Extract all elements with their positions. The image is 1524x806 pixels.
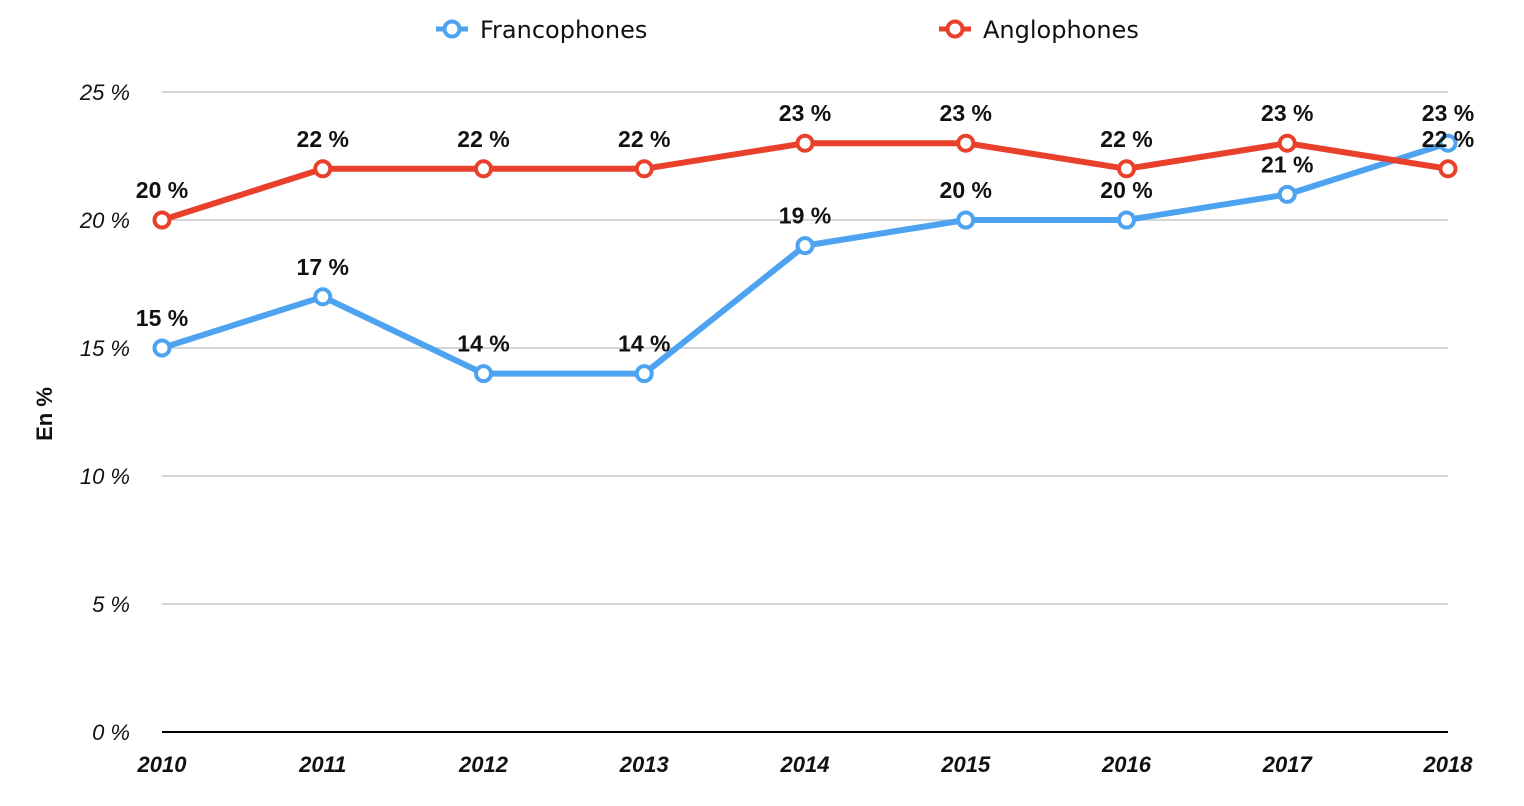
x-axis-ticks: 2010 2011 2012 2013 2014 2015 2016 2017 2018	[137, 752, 1474, 777]
y-tick-label: 25 %	[79, 80, 130, 105]
x-tick-label: 2017	[1262, 752, 1314, 777]
x-tick-label: 2010	[137, 752, 188, 777]
x-tick-label: 2012	[458, 752, 509, 777]
data-label: 14 %	[618, 331, 670, 357]
grid-lines	[162, 91, 1448, 733]
data-label: 22 %	[297, 126, 349, 152]
data-point	[634, 159, 654, 179]
y-axis-ticks: 0 % 5 % 10 % 15 % 20 % 25 %	[79, 80, 130, 745]
data-label: 15 %	[136, 305, 188, 331]
x-tick-label: 2011	[298, 752, 346, 777]
y-tick-label: 10 %	[80, 464, 130, 489]
series-anglophones	[152, 133, 1458, 230]
series-line	[159, 140, 1451, 377]
data-point	[634, 364, 654, 384]
data-point	[1117, 210, 1136, 230]
x-tick-label: 2018	[1423, 752, 1474, 777]
data-label: 19 %	[779, 203, 831, 229]
data-label: 14 %	[457, 331, 509, 357]
data-point	[474, 364, 493, 384]
y-tick-label: 5 %	[92, 592, 130, 617]
data-label: 20 %	[136, 177, 188, 203]
y-tick-label: 20 %	[79, 208, 130, 233]
legend-label: Francophones	[480, 16, 647, 44]
data-point	[1438, 159, 1458, 179]
data-label: 20 %	[1100, 177, 1152, 203]
legend-item-anglophones: Anglophones	[939, 16, 1139, 44]
data-label: 17 %	[297, 254, 349, 280]
data-point	[474, 159, 493, 179]
data-label: 23 %	[940, 100, 992, 126]
data-label: 22 %	[1422, 126, 1474, 152]
data-point	[152, 210, 172, 230]
legend-item-francophones: Francophones	[436, 16, 647, 44]
data-point	[956, 133, 976, 153]
data-label: 22 %	[1100, 126, 1152, 152]
data-labels: 15 % 17 % 14 % 14 % 19 % 20 % 20 % 21 % 23 % 20 %…	[136, 100, 1474, 356]
data-point	[795, 236, 815, 256]
x-tick-label: 2013	[619, 752, 669, 777]
series-lines	[152, 133, 1458, 384]
data-point	[1438, 133, 1458, 153]
data-point	[152, 338, 172, 358]
y-tick-label: 0 %	[92, 720, 130, 745]
series-francophones	[152, 133, 1458, 384]
data-label: 21 %	[1261, 151, 1313, 177]
legend-label: Anglophones	[983, 16, 1139, 44]
data-point	[1117, 159, 1136, 179]
data-point	[313, 287, 333, 307]
data-point	[1277, 184, 1297, 204]
data-label: 23 %	[1422, 100, 1474, 126]
legend: Francophones Anglophones	[436, 16, 1139, 44]
legend-marker-icon	[945, 19, 965, 39]
legend-marker-icon	[442, 19, 462, 39]
data-label: 23 %	[779, 100, 831, 126]
data-point	[956, 210, 976, 230]
data-label: 23 %	[1261, 100, 1313, 126]
data-point	[313, 159, 333, 179]
x-tick-label: 2015	[940, 752, 991, 777]
y-axis-label: En %	[32, 387, 57, 441]
x-tick-label: 2016	[1101, 752, 1152, 777]
data-point	[795, 133, 815, 153]
data-label: 20 %	[940, 177, 992, 203]
data-label: 22 %	[457, 126, 509, 152]
x-tick-label: 2014	[780, 752, 830, 777]
y-tick-label: 15 %	[80, 336, 130, 361]
data-label: 22 %	[618, 126, 670, 152]
data-point	[1277, 133, 1297, 153]
